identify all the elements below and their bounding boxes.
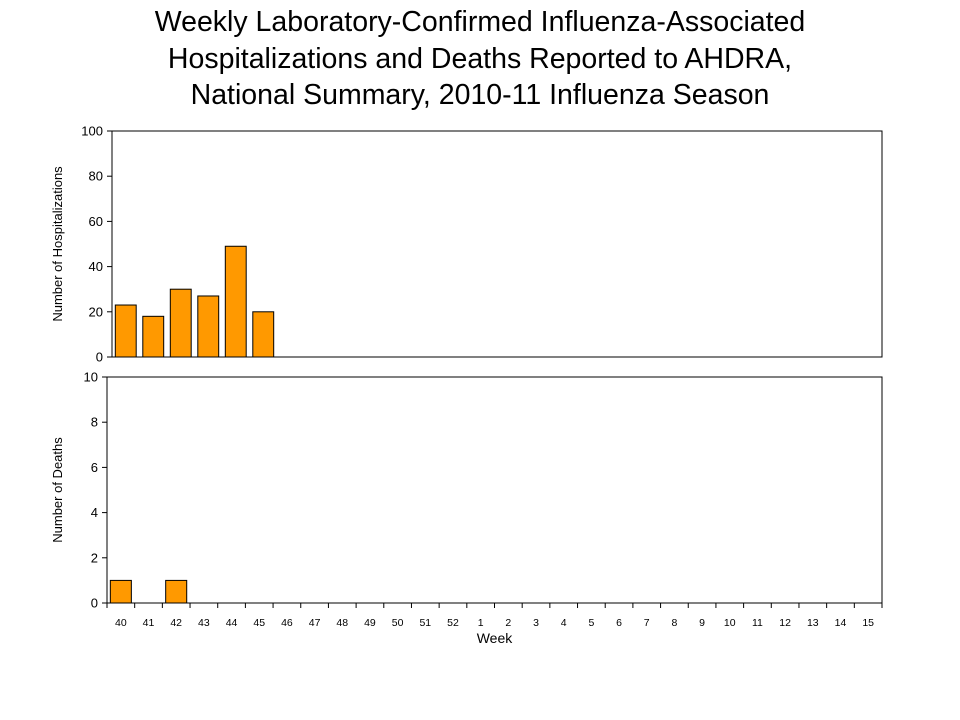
week-label-44: 44 [226, 617, 238, 629]
week-label-7: 7 [644, 617, 650, 629]
hospitalizations-bar-week-40 [114, 304, 137, 358]
hospitalizations-ytick-label-0: 0 [96, 350, 103, 365]
deaths-ytick-label-6: 6 [91, 460, 98, 475]
week-label-13: 13 [807, 617, 819, 629]
deaths-ytick-label-8: 8 [91, 415, 98, 430]
chart-title: Weekly Laboratory-Confirmed Influenza-As… [0, 4, 960, 114]
deaths-bar-week-42 [165, 579, 188, 604]
hospitalizations-ytick-label-20: 20 [89, 304, 103, 319]
week-label-45: 45 [253, 617, 265, 629]
deaths-ylabel: Number of Deaths [50, 437, 65, 543]
week-label-6: 6 [616, 617, 622, 629]
week-label-14: 14 [835, 617, 847, 629]
week-label-49: 49 [364, 617, 376, 629]
week-label-5: 5 [588, 617, 594, 629]
week-label-11: 11 [752, 617, 763, 629]
week-label-51: 51 [419, 617, 431, 629]
hospitalizations-ytick-label-100: 100 [81, 124, 103, 139]
hospitalizations-bar-week-42 [169, 288, 192, 358]
week-label-43: 43 [198, 617, 210, 629]
week-label-10: 10 [724, 617, 736, 629]
title-line-3: National Summary, 2010-11 Influenza Seas… [190, 79, 770, 111]
week-label-41: 41 [143, 617, 155, 629]
deaths-plot-frame [106, 376, 883, 604]
hospitalizations-ytick-label-60: 60 [89, 214, 103, 229]
deaths-ytick-label-10: 10 [84, 370, 98, 385]
hospitalizations-bar-week-44 [224, 245, 247, 358]
week-label-15: 15 [862, 617, 874, 629]
hospitalizations-bar-week-45 [252, 311, 275, 358]
week-label-1: 1 [478, 617, 484, 629]
deaths-ytick-label-0: 0 [91, 596, 98, 611]
week-label-4: 4 [561, 617, 567, 629]
week-label-8: 8 [671, 617, 677, 629]
hospitalizations-ylabel: Number of Hospitalizations [50, 166, 65, 322]
deaths-ytick-label-4: 4 [91, 505, 98, 520]
week-label-50: 50 [392, 617, 404, 629]
deaths-bar-week-40 [109, 579, 132, 604]
deaths-ytick-label-2: 2 [91, 550, 98, 565]
week-label-47: 47 [309, 617, 321, 629]
title-line-1: Weekly Laboratory-Confirmed Influenza-As… [154, 6, 806, 38]
week-label-42: 42 [170, 617, 182, 629]
hospitalizations-ytick-label-40: 40 [89, 259, 103, 274]
week-label-52: 52 [447, 617, 459, 629]
week-label-46: 46 [281, 617, 293, 629]
week-label-9: 9 [699, 617, 705, 629]
week-label-48: 48 [336, 617, 348, 629]
week-label-2: 2 [505, 617, 511, 629]
hospitalizations-ytick-label-80: 80 [89, 169, 103, 184]
hospitalizations-bar-week-41 [142, 315, 165, 358]
week-label-12: 12 [779, 617, 791, 629]
xlabel: Week [477, 630, 514, 646]
week-label-3: 3 [533, 617, 539, 629]
title-line-2: Hospitalizations and Deaths Reported to … [167, 42, 793, 75]
hospitalizations-bar-week-43 [197, 295, 220, 358]
week-label-40: 40 [115, 617, 127, 629]
